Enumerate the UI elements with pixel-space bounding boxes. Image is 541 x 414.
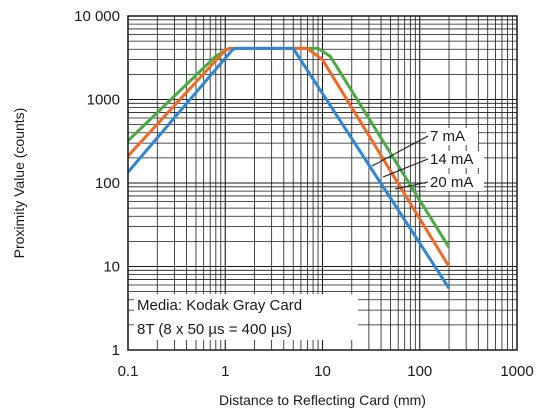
legend-leader-14ma xyxy=(382,158,429,178)
annotation-line-timing: 8T (8 x 50 µs = 400 µs) xyxy=(137,321,292,338)
annotation-line-media: Media: Kodak Gray Card xyxy=(137,297,302,314)
x-tick-label: 0.1 xyxy=(118,363,139,380)
plot-frame xyxy=(127,15,518,351)
legend-label-bg xyxy=(426,151,484,168)
legend-label-14ma: 14 mA xyxy=(430,151,473,168)
x-tick-label: 1000 xyxy=(500,363,533,380)
legend-label-7ma: 7 mA xyxy=(430,128,465,145)
y-tick-label: 1000 xyxy=(87,92,120,109)
y-tick-label: 1 xyxy=(112,342,120,359)
y-tick-label: 100 xyxy=(95,175,120,192)
legend-label-20ma: 20 mA xyxy=(430,174,473,191)
x-axis-label: Distance to Reflecting Card (mm) xyxy=(219,392,426,408)
x-tick-labels: 0.1 1 10 100 1000 xyxy=(118,363,534,380)
series-line-14ma xyxy=(126,46,451,268)
legend-leader-20ma xyxy=(394,181,429,190)
y-tick-label: 10 000 xyxy=(74,8,120,25)
series-line-20ma xyxy=(126,46,451,290)
legend-leader-7ma xyxy=(371,135,429,167)
x-tick-label: 100 xyxy=(407,363,432,380)
x-tick-label: 1 xyxy=(221,363,229,380)
x-tick-label: 10 xyxy=(314,363,331,380)
legend-label-bg xyxy=(426,128,478,145)
series-line-7ma xyxy=(126,46,451,249)
legend: 7 mA 14 mA 20 mA xyxy=(371,128,484,191)
legend-label-bg xyxy=(426,174,484,191)
y-tick-labels: 1 10 100 1000 10 000 xyxy=(74,8,120,359)
series-lines xyxy=(126,46,451,290)
y-tick-label: 10 xyxy=(103,259,120,276)
annotation-box xyxy=(134,294,358,340)
y-axis-label: Proximity Value (counts) xyxy=(11,108,27,259)
